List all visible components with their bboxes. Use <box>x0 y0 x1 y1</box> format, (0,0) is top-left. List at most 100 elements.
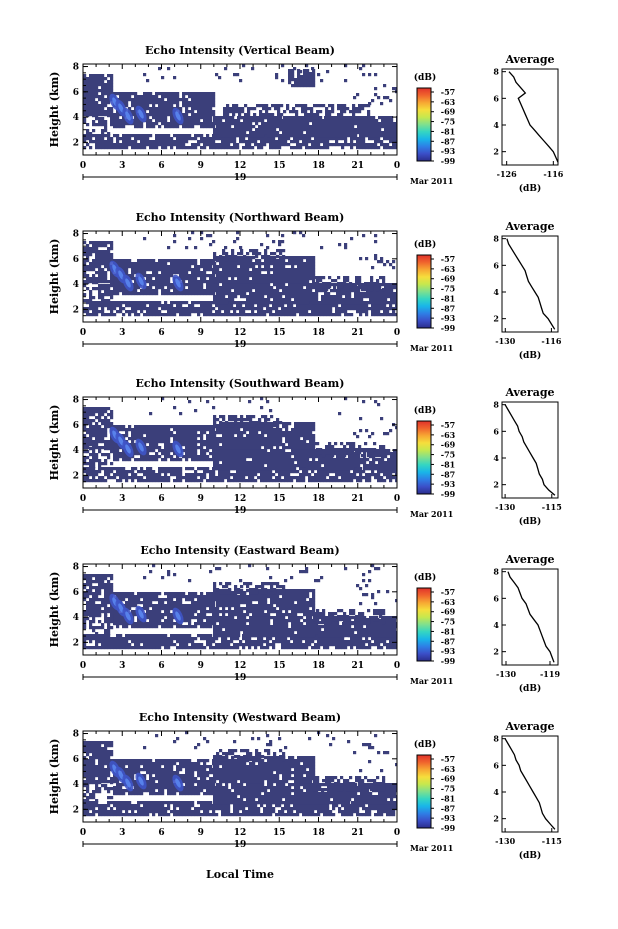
heatmap-cell <box>260 470 264 474</box>
heatmap-cell <box>306 122 310 126</box>
heatmap-cell <box>327 455 331 459</box>
heatmap-cell <box>92 459 96 463</box>
heatmap-cell <box>270 301 274 305</box>
heatmap-cell <box>263 310 267 314</box>
heatmap-cell <box>372 467 376 471</box>
heatmap-cell <box>137 470 141 474</box>
heatmap-cell <box>291 464 295 468</box>
heatmap-cell <box>209 425 213 429</box>
heatmap-cell <box>276 292 280 296</box>
heatmap-cell <box>110 277 114 281</box>
heatmap-cell <box>344 310 348 314</box>
heatmap-cell <box>246 116 250 120</box>
heatmap-cell <box>285 271 289 275</box>
heatmap-cell <box>197 116 201 120</box>
heatmap-cell <box>164 467 168 471</box>
heatmap-cell <box>234 283 238 287</box>
heatmap-cell <box>261 280 265 284</box>
heatmap-cell <box>95 86 99 90</box>
heatmap-cell <box>294 289 298 293</box>
heatmap-cell <box>327 467 331 471</box>
heatmap-cell <box>354 292 358 296</box>
heatmap-cell <box>182 437 186 441</box>
heatmap-cell <box>246 286 250 290</box>
heatmap-cell <box>231 116 235 120</box>
heatmap-cell <box>86 299 90 303</box>
heatmap-cell <box>243 289 247 293</box>
heatmap-cell <box>176 479 180 483</box>
heatmap-cell <box>83 80 87 84</box>
heatmap-cell <box>107 453 111 457</box>
heatmap-cell <box>191 268 195 272</box>
heatmap-cell <box>86 450 90 454</box>
heatmap-cell <box>359 473 363 477</box>
heatmap-cell <box>261 298 265 302</box>
average-y-tick-label: 6 <box>493 260 499 270</box>
heatmap-cell <box>203 98 207 102</box>
heatmap-cell <box>284 473 288 477</box>
heatmap-cell <box>98 268 102 272</box>
heatmap-cell <box>366 467 370 471</box>
heatmap-cell <box>188 262 192 266</box>
heatmap-cell <box>92 304 96 308</box>
average-y-tick-label: 8 <box>493 67 499 77</box>
heatmap-cell <box>176 428 180 432</box>
heatmap-cell <box>291 69 295 73</box>
heatmap-cell <box>161 428 165 432</box>
heatmap-cell <box>179 440 183 444</box>
heatmap-cell <box>249 128 253 132</box>
heatmap-cell <box>152 458 156 462</box>
heatmap-cell <box>149 107 153 111</box>
heatmap-cell <box>173 292 177 296</box>
heatmap-cell <box>263 479 267 483</box>
heatmap-cell <box>149 467 153 471</box>
heatmap-cell <box>200 280 204 284</box>
heatmap-cell <box>215 73 219 77</box>
heatmap-cell <box>395 143 397 147</box>
heatmap-cell <box>110 437 114 441</box>
heatmap-cell <box>340 107 344 111</box>
heatmap-cell <box>89 80 93 84</box>
heatmap-cell <box>255 249 259 253</box>
heatmap-cell <box>203 95 207 99</box>
heatmap-cell <box>197 473 201 477</box>
heatmap-cell <box>245 146 249 150</box>
heatmap-cell <box>320 479 324 483</box>
heatmap-cell <box>269 479 273 483</box>
heatmap-cell <box>395 87 397 91</box>
heatmap-cell <box>246 301 250 305</box>
heatmap-cell <box>297 69 301 73</box>
heatmap-cell <box>249 449 253 453</box>
heatmap-cell <box>371 266 375 270</box>
panel-title: Echo Intensity (Northward Beam) <box>136 211 345 224</box>
heatmap-cell <box>264 252 268 256</box>
heatmap-cell <box>209 259 213 263</box>
heatmap-cell <box>234 131 238 135</box>
heatmap-cell <box>137 304 141 308</box>
heatmap-cell <box>276 458 280 462</box>
heatmap-cell <box>86 467 90 471</box>
heatmap-cell <box>92 129 96 133</box>
heatmap-cell <box>173 434 177 438</box>
echo-core-inner <box>118 103 124 113</box>
heatmap-cell <box>179 470 183 474</box>
heatmap-cell <box>98 274 102 278</box>
heatmap-cell <box>276 125 280 129</box>
heatmap-cell <box>228 289 232 293</box>
heatmap-cell <box>89 262 93 266</box>
heatmap-cell <box>101 476 105 480</box>
heatmap-cell <box>152 101 156 105</box>
heatmap-cell <box>101 296 105 300</box>
heatmap-cell <box>311 310 315 314</box>
heatmap-cell <box>322 285 326 289</box>
heatmap-cell <box>134 304 138 308</box>
heatmap-cell <box>110 313 114 317</box>
heatmap-cell <box>288 134 292 138</box>
heatmap-cell <box>393 283 397 287</box>
heatmap-cell <box>366 295 370 299</box>
heatmap-cell <box>267 295 271 299</box>
heatmap-cell <box>170 292 174 296</box>
heatmap-cell <box>269 470 273 474</box>
colorbar-label: -69 <box>441 107 456 117</box>
heatmap-cell <box>299 313 303 317</box>
